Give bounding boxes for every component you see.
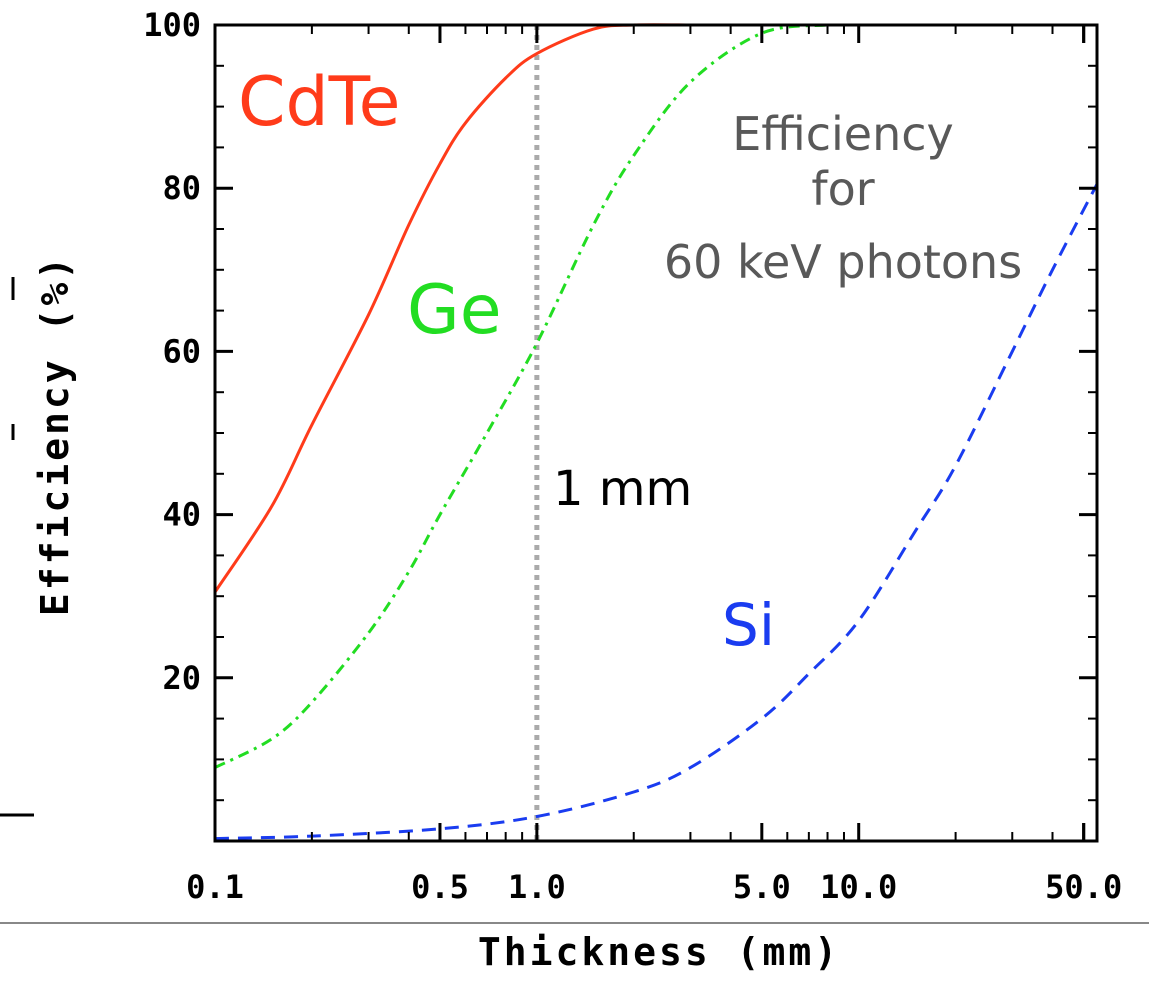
series-line-cdte: [213, 23, 691, 593]
y-axis-title: Efficiency (%): [33, 254, 77, 616]
note-line-3: 60 keV photons: [664, 235, 1022, 289]
x-tick-label: 5.0: [733, 868, 791, 906]
x-tick-label: 0.1: [186, 868, 244, 906]
y-tick-label: 40: [162, 496, 201, 534]
series-layer: [213, 23, 1099, 841]
plot-frame: [213, 23, 1099, 843]
label-si: Si: [722, 591, 775, 659]
note-line-1: Efficiency: [732, 107, 954, 161]
x-tick-label: 10.0: [820, 868, 897, 906]
y-tick-label: 100: [143, 6, 201, 44]
y-tick-label: 60: [162, 332, 201, 370]
x-tick-label: 1.0: [508, 868, 566, 906]
series-line-si: [214, 183, 1099, 841]
series-line-ge: [214, 23, 828, 769]
y-tick-label: 80: [162, 169, 201, 207]
tick-layer: 20 40 60 80 100 0.1 0.5 1.0 5.0 10.0 50.0: [143, 6, 1122, 906]
label-1mm: 1 mm: [553, 461, 692, 517]
note-line-2: for: [811, 162, 874, 216]
x-tick-label: 0.5: [411, 868, 469, 906]
x-tick-label: 50.0: [1045, 868, 1122, 906]
label-cdte: CdTe: [238, 63, 400, 142]
y-tick-label: 20: [162, 659, 201, 697]
label-ge: Ge: [407, 271, 502, 350]
x-axis-title: Thickness (mm): [478, 930, 840, 974]
